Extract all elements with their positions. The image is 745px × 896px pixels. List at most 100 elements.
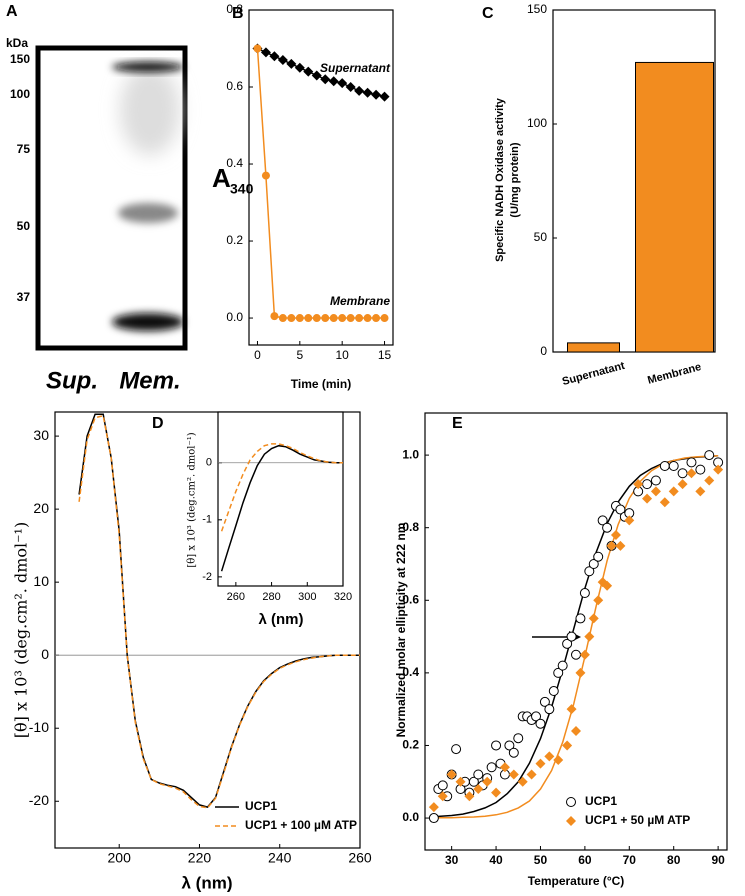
panel-label: C bbox=[482, 5, 494, 22]
x-tick-label: 90 bbox=[711, 853, 725, 867]
legend-label: UCP1 bbox=[585, 794, 617, 808]
bar bbox=[567, 342, 620, 353]
marker bbox=[270, 312, 279, 321]
series-line bbox=[257, 47, 385, 98]
marker bbox=[695, 486, 706, 497]
y-tick-label: 0 bbox=[540, 344, 547, 358]
marker bbox=[379, 91, 390, 102]
marker bbox=[668, 486, 679, 497]
series-line bbox=[429, 455, 719, 819]
y-axis-label: Normalized molar ellipticity at 222 nm bbox=[394, 523, 408, 738]
marker bbox=[508, 769, 519, 780]
marker bbox=[464, 791, 475, 802]
marker bbox=[346, 314, 355, 323]
x-tick-label: 200 bbox=[108, 850, 132, 866]
marker bbox=[482, 776, 493, 787]
marker bbox=[686, 468, 697, 479]
y-tick-label: 0.6 bbox=[402, 592, 419, 606]
marker bbox=[491, 740, 502, 751]
marker-label: 150 bbox=[10, 52, 30, 66]
marker bbox=[650, 475, 661, 486]
marker bbox=[437, 780, 448, 791]
series-line bbox=[78, 414, 360, 809]
marker bbox=[338, 314, 347, 323]
x-tick-label: 50 bbox=[534, 853, 548, 867]
y-tick-label: 0.8 bbox=[402, 520, 419, 534]
marker bbox=[372, 314, 381, 323]
marker bbox=[455, 776, 466, 787]
marker bbox=[277, 55, 288, 66]
plot-frame bbox=[217, 411, 344, 587]
legend-label: UCP1 bbox=[245, 799, 277, 813]
marker-label: 37 bbox=[17, 290, 31, 304]
bar bbox=[635, 61, 714, 353]
marker bbox=[535, 718, 546, 729]
y-axis-label: [θ] x 10³ (deg.cm². dmol⁻¹) bbox=[187, 432, 198, 567]
marker bbox=[260, 47, 271, 58]
marker bbox=[659, 497, 670, 508]
y-tick-label: 0 bbox=[206, 457, 212, 469]
marker bbox=[269, 51, 280, 62]
marker-label: 100 bbox=[10, 87, 30, 101]
marker bbox=[615, 540, 626, 551]
marker bbox=[303, 66, 314, 77]
x-tick-label: 15 bbox=[378, 348, 392, 362]
marker bbox=[371, 89, 382, 100]
legend-label: UCP1 + 50 µM ATP bbox=[585, 813, 690, 827]
series-line bbox=[220, 443, 343, 532]
marker bbox=[593, 551, 604, 562]
marker bbox=[437, 791, 448, 802]
marker bbox=[354, 85, 365, 96]
x-axis-label: λ (nm) bbox=[259, 611, 304, 628]
marker bbox=[380, 314, 389, 323]
marker bbox=[304, 314, 313, 323]
marker bbox=[311, 70, 322, 81]
marker bbox=[642, 493, 653, 504]
plot-frame bbox=[552, 9, 716, 353]
y-tick-label: 10 bbox=[33, 573, 49, 589]
marker bbox=[610, 529, 621, 540]
marker bbox=[588, 613, 599, 624]
y-tick-label: 0.4 bbox=[226, 156, 243, 170]
marker bbox=[531, 711, 542, 722]
marker bbox=[499, 762, 510, 773]
y-tick-label: 30 bbox=[33, 427, 49, 443]
marker bbox=[553, 754, 564, 765]
marker bbox=[713, 464, 724, 475]
panel-label: B bbox=[232, 5, 244, 22]
marker bbox=[575, 613, 586, 624]
marker bbox=[253, 44, 262, 53]
marker bbox=[695, 464, 706, 475]
y-tick-label: 0.4 bbox=[402, 665, 419, 679]
marker bbox=[535, 758, 546, 769]
y-tick-label: 1.0 bbox=[402, 447, 419, 461]
marker bbox=[517, 776, 528, 787]
marker bbox=[486, 762, 497, 773]
legend-marker bbox=[566, 816, 576, 826]
marker bbox=[668, 460, 679, 471]
marker bbox=[588, 558, 599, 569]
legend-label: UCP1 + 100 µM ATP bbox=[245, 818, 357, 832]
marker bbox=[329, 314, 338, 323]
marker bbox=[446, 769, 457, 780]
marker bbox=[579, 649, 590, 660]
marker bbox=[704, 450, 715, 461]
marker bbox=[584, 566, 595, 577]
y-tick-label: -10 bbox=[29, 719, 49, 735]
y-tick-label: 50 bbox=[534, 230, 548, 244]
y-tick-label: 100 bbox=[527, 116, 547, 130]
marker bbox=[553, 667, 564, 678]
y-tick-label: -20 bbox=[29, 792, 49, 808]
x-tick-label: 60 bbox=[578, 853, 592, 867]
marker bbox=[428, 813, 439, 824]
marker-unit: kDa bbox=[6, 36, 28, 50]
gel-image bbox=[35, 45, 188, 351]
marker bbox=[571, 649, 581, 660]
marker bbox=[659, 460, 670, 471]
marker bbox=[704, 475, 715, 486]
x-tick-label: 10 bbox=[335, 348, 349, 362]
marker bbox=[428, 802, 439, 813]
marker bbox=[328, 76, 339, 87]
x-tick-label: 300 bbox=[298, 591, 316, 603]
